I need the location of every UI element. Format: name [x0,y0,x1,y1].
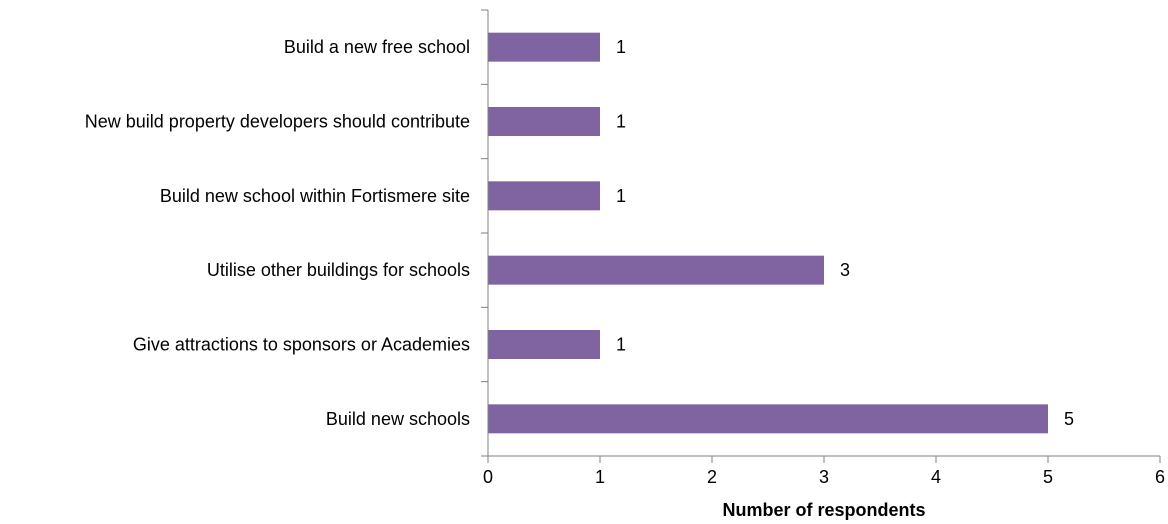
bars-group [488,32,1048,434]
x-tick-labels: 0 1 2 3 4 5 6 [483,467,1165,487]
category-label: Utilise other buildings for schools [207,260,470,280]
x-tick-label: 5 [1043,467,1053,487]
bar [488,32,600,62]
bar [488,255,824,285]
x-tick-label: 6 [1155,467,1165,487]
x-tick-label: 0 [483,467,493,487]
x-tick-label: 3 [819,467,829,487]
category-label: Build a new free school [284,37,470,57]
data-label: 3 [840,260,850,280]
bar [488,107,600,136]
data-label: 1 [616,335,626,355]
data-labels: 1 1 1 3 1 5 [616,37,1074,429]
x-tick-label: 2 [707,467,717,487]
category-labels: Build a new free school New build propert… [85,37,470,429]
y-axis-ticks [481,9,488,457]
x-tick-label: 1 [595,467,605,487]
category-label: Give attractions to sponsors or Academie… [133,335,470,355]
x-tick-label: 4 [931,467,941,487]
data-label: 1 [616,37,626,57]
bar [488,330,600,359]
category-label: Build new schools [326,409,470,429]
data-label: 1 [616,112,626,132]
category-label: Build new school within Fortismere site [160,186,470,206]
x-axis-title: Number of respondents [722,500,925,520]
data-label: 1 [616,186,626,206]
bar [488,404,1048,434]
x-axis-ticks [487,456,1161,463]
category-label: New build property developers should con… [85,112,470,132]
bar [488,181,600,211]
data-label: 5 [1064,409,1074,429]
